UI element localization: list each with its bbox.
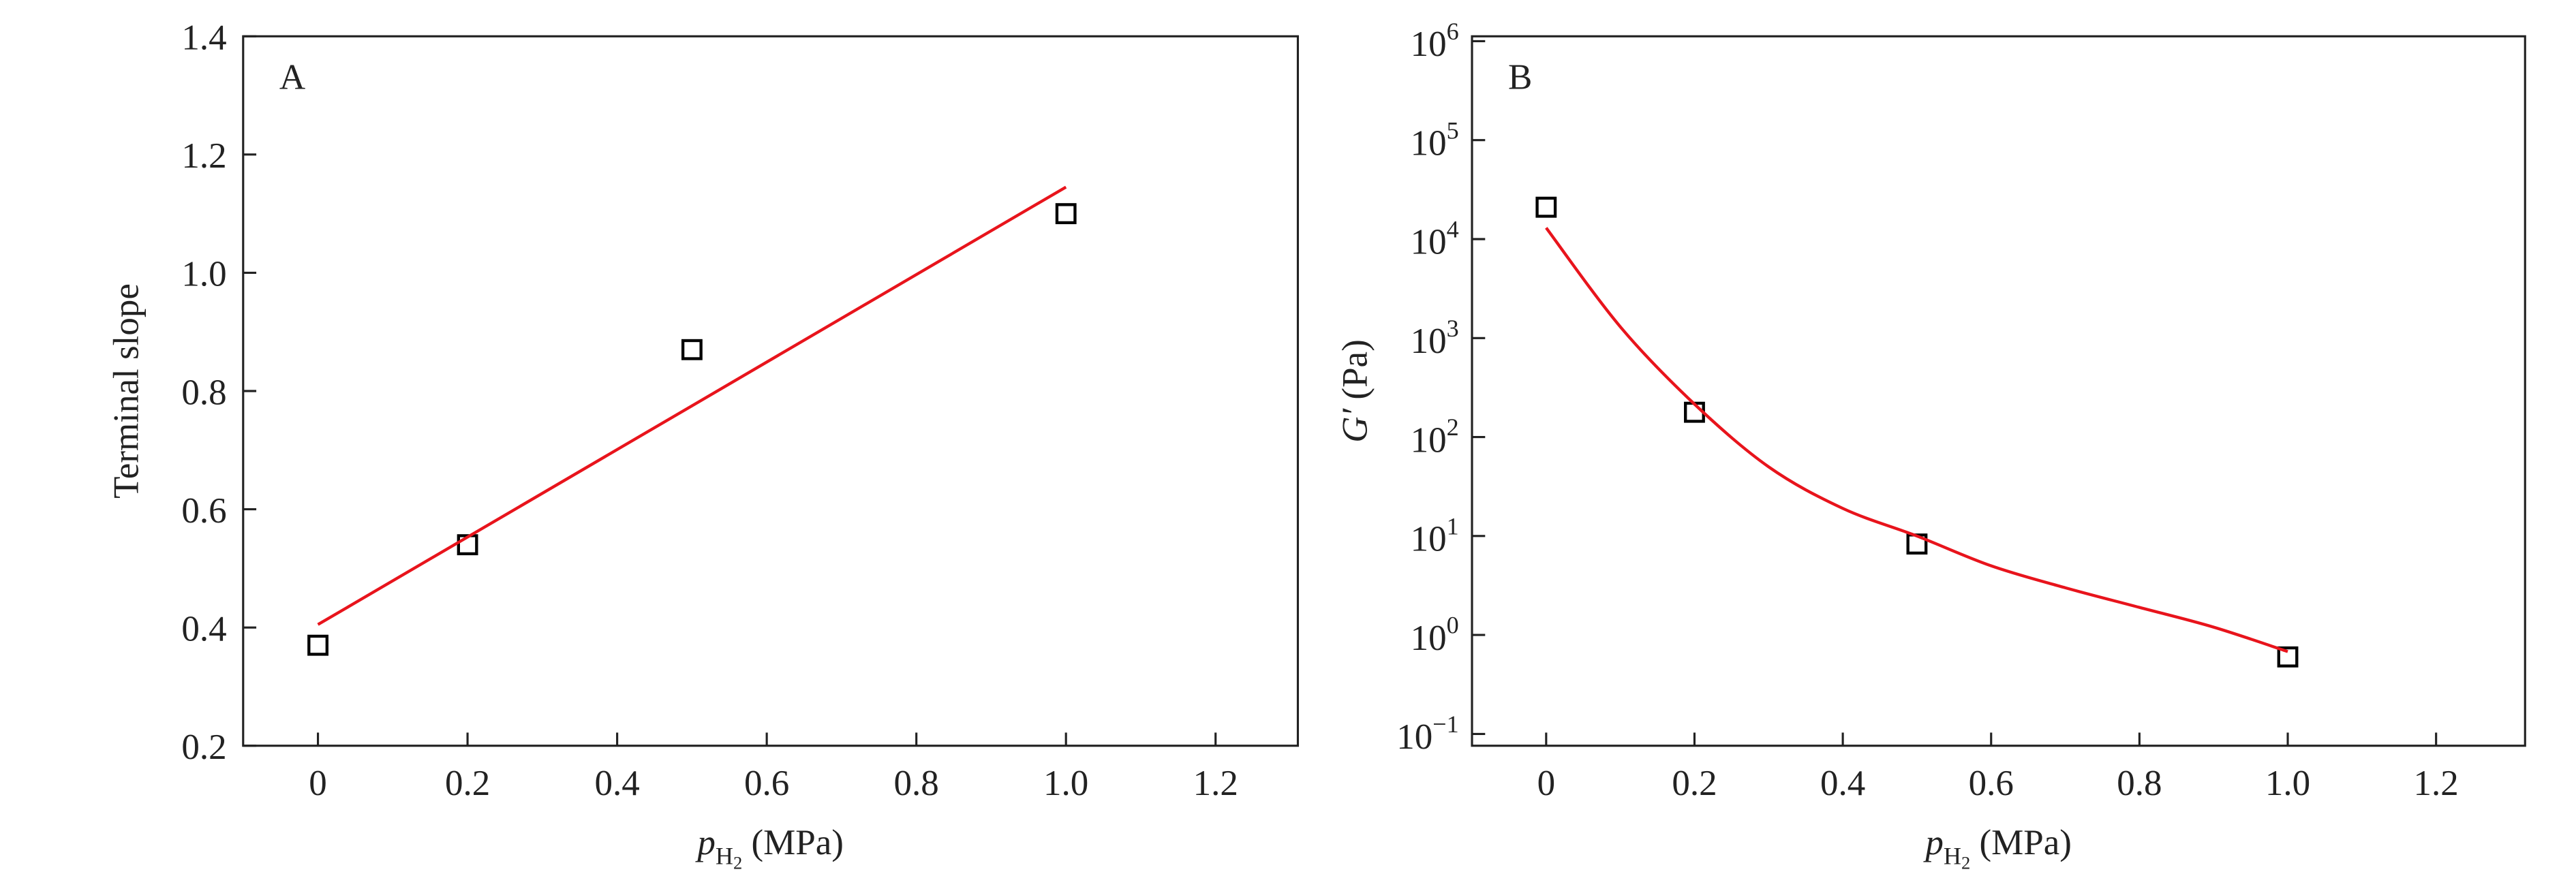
x-tick-label: 0 bbox=[1537, 764, 1556, 803]
y-tick-base: 10 bbox=[1411, 223, 1447, 262]
x-axis-label-part: p bbox=[694, 823, 716, 862]
marker bbox=[307, 634, 328, 656]
y-tick-exponent: −1 bbox=[1432, 711, 1458, 738]
marker bbox=[2277, 646, 2299, 668]
y-tick-label: 103 bbox=[1411, 315, 1459, 361]
y-tick-label: 102 bbox=[1411, 413, 1459, 460]
y-tick-exponent: 6 bbox=[1447, 18, 1459, 45]
x-tick-label: 0.6 bbox=[744, 764, 789, 803]
x-tick-label: 0.6 bbox=[1969, 764, 2014, 803]
x-tick-label: 1.0 bbox=[1043, 764, 1088, 803]
y-tick-label: 0.6 bbox=[181, 491, 226, 531]
x-axis-label-part: (MPa) bbox=[742, 823, 844, 862]
x-axis-label-part: 2 bbox=[733, 853, 742, 873]
panel-label: B bbox=[1508, 57, 1532, 97]
x-tick-label: 0.4 bbox=[1820, 764, 1865, 803]
y-tick-label: 104 bbox=[1411, 216, 1459, 262]
y-tick-base: 10 bbox=[1411, 619, 1447, 658]
x-axis-label-part: (MPa) bbox=[1970, 823, 2072, 862]
y-tick-label: 101 bbox=[1411, 512, 1459, 559]
fit-line bbox=[317, 185, 1067, 626]
marker bbox=[1055, 203, 1077, 225]
y-axis-label-part: (Pa) bbox=[1336, 339, 1375, 409]
y-tick-base: 10 bbox=[1411, 25, 1447, 64]
y-tick-exponent: 5 bbox=[1447, 116, 1459, 144]
y-tick-exponent: 2 bbox=[1447, 413, 1459, 441]
plot-frame bbox=[242, 35, 1300, 747]
y-axis-label: Terminal slope bbox=[107, 283, 147, 499]
plot-frame bbox=[1471, 35, 2526, 747]
y-tick-label: 100 bbox=[1411, 612, 1459, 658]
y-tick-label: 1.2 bbox=[181, 136, 226, 176]
y-tick-exponent: 0 bbox=[1447, 612, 1459, 639]
y-tick-label: 1.0 bbox=[181, 255, 226, 294]
y-tick-exponent: 3 bbox=[1447, 315, 1459, 342]
y-tick-label: 1.4 bbox=[181, 18, 226, 58]
y-tick-label: 10−1 bbox=[1396, 711, 1459, 757]
x-axis-label: pH2 (MPa) bbox=[1922, 823, 2072, 873]
x-tick-label: 0.2 bbox=[445, 764, 490, 803]
y-tick-label: 0.2 bbox=[181, 728, 226, 767]
x-tick-label: 0.4 bbox=[594, 764, 639, 803]
y-tick-base: 10 bbox=[1411, 322, 1447, 361]
y-axis-label: G′ (Pa) bbox=[1336, 339, 1375, 442]
y-tick-exponent: 1 bbox=[1447, 512, 1459, 540]
y-tick-label: 105 bbox=[1411, 116, 1459, 163]
x-axis-label-part: H bbox=[716, 842, 733, 869]
y-tick-base: 10 bbox=[1396, 717, 1432, 757]
y-tick-base: 10 bbox=[1411, 520, 1447, 559]
x-axis-label-part: 2 bbox=[1961, 853, 1970, 873]
y-tick-label: 106 bbox=[1411, 18, 1459, 64]
x-tick-label: 0 bbox=[309, 764, 327, 803]
y-tick-exponent: 4 bbox=[1447, 216, 1459, 243]
x-tick-label: 1.2 bbox=[1193, 764, 1238, 803]
y-tick-label: 0.8 bbox=[181, 373, 226, 412]
x-tick-label: 1.2 bbox=[2414, 764, 2459, 803]
x-tick-label: 1.0 bbox=[2265, 764, 2310, 803]
x-tick-label: 0.8 bbox=[2117, 764, 2162, 803]
x-tick-label: 0.8 bbox=[894, 764, 939, 803]
y-tick-label: 0.4 bbox=[181, 609, 226, 649]
marker bbox=[681, 339, 703, 360]
fit-line bbox=[1545, 227, 2288, 653]
x-axis-label-part: p bbox=[1922, 823, 1944, 862]
panel-label: A bbox=[279, 57, 305, 97]
marker bbox=[1535, 196, 1557, 218]
x-axis-label: pH2 (MPa) bbox=[694, 823, 844, 873]
x-tick-label: 0.2 bbox=[1672, 764, 1717, 803]
x-axis-label-part: H bbox=[1944, 842, 1961, 869]
y-tick-base: 10 bbox=[1411, 123, 1447, 163]
y-axis-label-part: G′ bbox=[1336, 407, 1375, 442]
y-tick-base: 10 bbox=[1411, 420, 1447, 460]
